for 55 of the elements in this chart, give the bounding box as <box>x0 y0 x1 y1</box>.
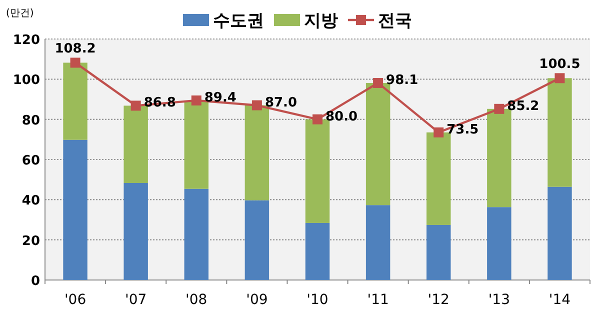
bar <box>124 106 148 183</box>
bar <box>63 62 88 140</box>
x-tick-label: '09 <box>246 292 268 308</box>
bar <box>63 140 88 280</box>
x-tick-label: '14 <box>548 292 571 308</box>
data-label: 108.2 <box>54 42 96 57</box>
point <box>130 100 141 111</box>
point <box>191 95 202 106</box>
bar <box>124 182 148 280</box>
x-tick-label: '13 <box>488 292 510 308</box>
point <box>312 114 322 124</box>
bar <box>548 78 572 187</box>
data-label: 73.5 <box>446 122 479 138</box>
y-tick-label: 80 <box>22 113 40 128</box>
data-label: 98.1 <box>386 72 418 88</box>
x-tick-label: '08 <box>186 292 208 308</box>
x-tick-label: '12 <box>428 292 450 308</box>
data-label: 89.4 <box>204 90 236 106</box>
x-tick-label: '07 <box>124 292 147 308</box>
x-tick-label: '06 <box>64 292 86 308</box>
data-label: 100.5 <box>539 57 580 72</box>
y-tick-label: 100 <box>12 73 40 88</box>
x-tick-label: '11 <box>367 292 389 308</box>
bar <box>184 188 208 280</box>
point <box>70 58 80 68</box>
legend-label: 수도권 <box>213 11 264 31</box>
legend-label: 지방 <box>304 11 338 31</box>
bar <box>426 224 451 280</box>
bar <box>548 186 572 280</box>
point <box>434 127 444 138</box>
bar <box>305 222 330 280</box>
y-tick-label: 120 <box>12 33 40 48</box>
bar <box>487 108 512 208</box>
bar <box>244 105 270 200</box>
bar <box>244 200 270 280</box>
bar <box>305 119 330 223</box>
y-tick-label: 20 <box>22 234 40 249</box>
data-label: 85.2 <box>507 98 540 114</box>
bar <box>184 100 208 189</box>
bar <box>366 205 390 280</box>
legend-label: 전국 <box>378 11 412 31</box>
bar <box>426 132 451 225</box>
y-tick-label: 40 <box>22 194 40 209</box>
data-label: 87.0 <box>264 95 298 110</box>
point <box>252 100 262 110</box>
point <box>494 104 504 114</box>
point <box>373 78 384 88</box>
y-axis-title: (만건) <box>6 8 34 19</box>
bar <box>366 82 390 206</box>
y-tick-label: 0 <box>30 274 40 289</box>
bar <box>487 207 512 280</box>
y-tick-label: 60 <box>22 154 40 168</box>
x-tick-label: '10 <box>306 292 328 308</box>
point <box>554 73 565 84</box>
data-label: 80.0 <box>326 109 358 124</box>
